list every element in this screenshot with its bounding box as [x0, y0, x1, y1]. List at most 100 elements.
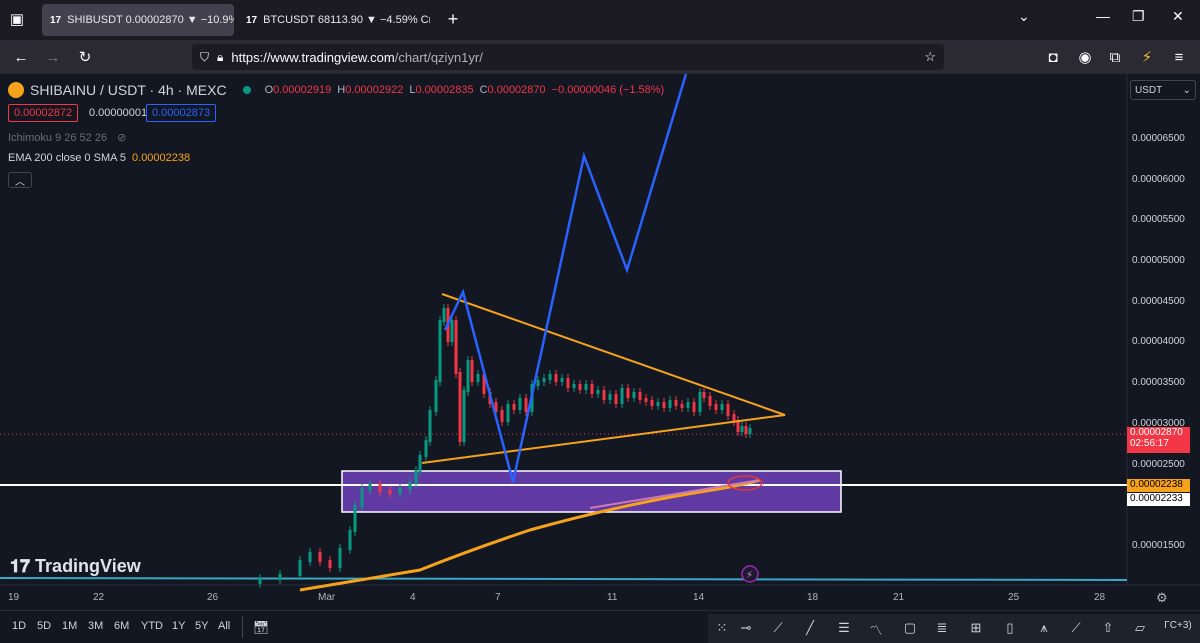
time-axis-label: 4 — [410, 592, 416, 603]
timeframe-3m[interactable]: 3M — [88, 620, 104, 632]
ichimoku-line — [0, 577, 1128, 581]
time-axis-label: 11 — [607, 592, 618, 603]
tradingview-favicon-icon: 17 — [246, 14, 258, 26]
ruler-icon[interactable]: ⊞ — [970, 620, 982, 635]
reload-icon[interactable]: ↻ — [78, 49, 92, 66]
time-axis-label: 18 — [807, 592, 819, 603]
candle-body — [338, 548, 342, 568]
sell-price-button[interactable]: 0.00002872 — [8, 104, 79, 122]
candle-body — [590, 384, 594, 394]
time-axis-label: 21 — [893, 592, 905, 603]
timezone-button[interactable]: ΓC+3) — [1164, 620, 1192, 631]
candle-body — [506, 404, 510, 422]
candle-body — [602, 390, 606, 400]
parallel-channel-icon[interactable]: ☰ — [838, 620, 850, 635]
timeframe-1m[interactable]: 1M — [62, 620, 78, 632]
magic-icon[interactable]: ⟋ — [1071, 620, 1081, 635]
buy-price-button[interactable]: 0.00002873 — [146, 104, 217, 122]
tab-shibusdt[interactable]: 17 SHIBUSDT 0.00002870 ▼ −10.9% ✕ — [42, 4, 234, 36]
menu-icon[interactable]: ≡ — [1174, 48, 1184, 66]
brush-icon[interactable]: ▯ — [1006, 620, 1014, 635]
chart-area[interactable] — [0, 74, 1200, 643]
ema-legend[interactable]: EMA 200 close 0 SMA 5 0.00002238 — [8, 152, 190, 164]
tradingview-watermark[interactable]: 𝟏𝟕 TradingView — [10, 556, 141, 577]
extensions-icon[interactable]: ⧉ — [1109, 48, 1121, 66]
candle-body — [708, 396, 712, 406]
candle-body — [378, 484, 382, 492]
eye-hidden-icon[interactable]: ⊘ — [117, 132, 127, 144]
forward-icon[interactable]: → — [45, 48, 61, 66]
timeframe-ytd[interactable]: YTD — [141, 620, 163, 632]
candle-body — [434, 380, 438, 412]
candle-body — [524, 398, 528, 412]
fib-icon[interactable]: ≣ — [936, 620, 948, 635]
tab-btcusdt[interactable]: 17 BTCUSDT 68113.90 ▼ −4.59% Cr ✕ — [238, 4, 430, 36]
pocket-icon[interactable]: ◘ — [1048, 48, 1058, 66]
ray-icon[interactable]: ╱ — [806, 620, 814, 635]
candle-body — [518, 398, 522, 410]
watermark-text: TradingView — [35, 556, 141, 576]
candles — [258, 304, 752, 588]
ichimoku-legend[interactable]: Ichimoku 9 26 52 26 ⊘ — [8, 131, 127, 145]
candle-body — [470, 360, 474, 382]
horizontal-ray-icon[interactable]: ⊸ — [740, 620, 752, 635]
minimize-icon[interactable]: — — [1096, 8, 1110, 24]
date-range-icon[interactable]: 📅︎ — [252, 620, 270, 635]
candle-body — [348, 530, 352, 550]
restore-icon[interactable]: ❐ — [1132, 8, 1145, 24]
candle-body — [608, 394, 612, 400]
rectangle-icon[interactable]: ▢ — [903, 620, 917, 635]
candle-body — [318, 552, 322, 562]
currency-select[interactable]: USDT ⌄ — [1130, 80, 1196, 100]
pattern-icon[interactable]: 〽 — [869, 623, 883, 638]
shield-icon[interactable]: ⛉ — [200, 49, 210, 64]
timeframe-5y[interactable]: 5Y — [195, 620, 209, 632]
time-axis-label: 28 — [1094, 592, 1106, 603]
bookmark-star-icon[interactable]: ☆ — [924, 49, 936, 64]
ohlc-open: 0.00002919 — [273, 84, 332, 96]
arrow-up-icon[interactable]: ⇧ — [1102, 620, 1114, 635]
candle-body — [736, 420, 740, 432]
symbol-title[interactable]: SHIBAINU / USDT · 4h · MEXC — [30, 82, 227, 98]
timeframe-1d[interactable]: 1D — [12, 620, 27, 632]
timeframe-1y[interactable]: 1Y — [172, 620, 186, 632]
symbol-legend: SHIBAINU / USDT · 4h · MEXC O 0.00002919 … — [8, 82, 664, 98]
grid-dots-icon[interactable]: ⁙ — [716, 620, 728, 635]
extension-bolt-icon[interactable]: ⚡︎ — [1141, 49, 1153, 66]
candle-body — [744, 426, 748, 434]
trend-line-icon[interactable]: ⟋ — [773, 620, 783, 635]
new-tab-icon[interactable]: + — [447, 8, 459, 29]
alert-circle — [741, 565, 759, 583]
candle-body — [662, 402, 666, 408]
indicators-icon[interactable]: ⩚ — [1040, 620, 1048, 635]
address-bar[interactable]: ⛉ 🔒︎ https://www.tradingview.com/chart/q… — [192, 44, 944, 70]
tradingview-logo-icon: 𝟏𝟕 — [10, 556, 31, 576]
candle-body — [674, 400, 678, 406]
market-status-icon — [242, 86, 251, 94]
timeframe-all[interactable]: All — [218, 620, 231, 632]
candle-body — [732, 414, 736, 422]
timeframe-5d[interactable]: 5D — [37, 620, 52, 632]
highlight-ellipse — [727, 475, 763, 491]
ohlc-l-label: L — [409, 84, 416, 96]
settings-gear-icon[interactable]: ⚙︎ — [1156, 590, 1168, 605]
candle-body — [418, 455, 422, 472]
price-axis-label: 0.00004000 — [1132, 336, 1185, 347]
eraser-icon[interactable]: ▱ — [1135, 620, 1145, 635]
collapse-legend-icon[interactable]: ︿ — [8, 172, 32, 188]
back-icon[interactable]: ← — [13, 48, 29, 66]
candle-body — [353, 505, 357, 532]
account-icon[interactable]: ◉ — [1078, 49, 1092, 66]
candle-body — [698, 392, 702, 412]
candle-body — [638, 392, 642, 400]
chevron-down-icon[interactable]: ⌄ — [1018, 8, 1030, 24]
candle-body — [740, 426, 744, 432]
candle-body — [278, 574, 282, 580]
candle-body — [614, 394, 618, 404]
candle-body — [458, 372, 462, 442]
lock-icon[interactable]: 🔒︎ — [217, 49, 224, 64]
tab-list-icon[interactable]: ▣ — [9, 11, 25, 28]
close-window-icon[interactable]: ✕ — [1172, 8, 1184, 24]
timeframe-6m[interactable]: 6M — [114, 620, 130, 632]
